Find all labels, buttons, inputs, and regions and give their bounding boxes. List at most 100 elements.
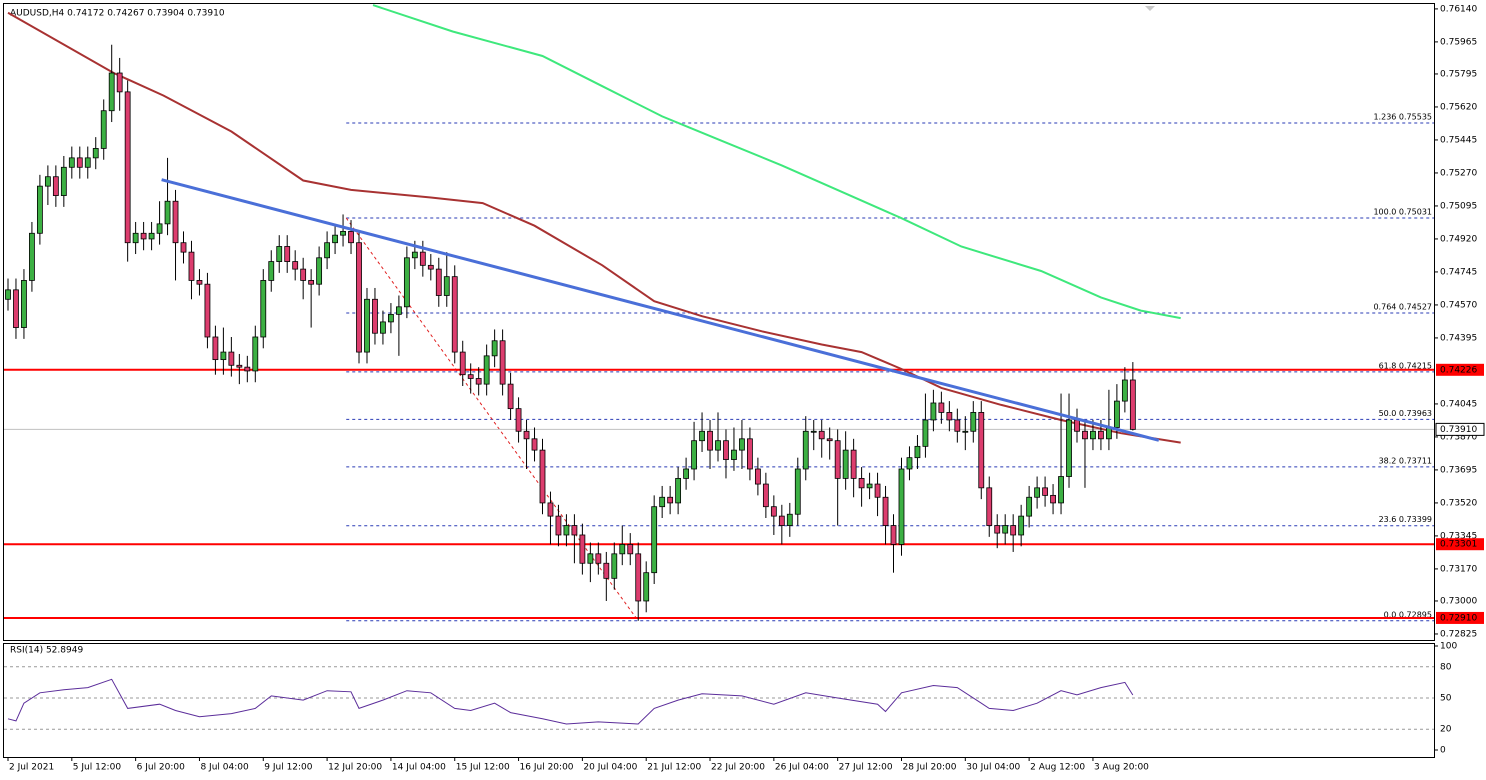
x-tick-label: 2 Jul 2021 [9, 763, 54, 773]
candle-body [579, 534, 586, 564]
candle-body [531, 438, 538, 451]
candle-body [180, 242, 187, 253]
candle-body [467, 374, 474, 379]
candle-body [675, 478, 682, 504]
rsi-tick-label: 100 [1440, 642, 1457, 652]
candle-body [1066, 419, 1072, 477]
y-tick-label: 0.75620 [1440, 102, 1477, 112]
candle-body [172, 200, 179, 244]
shift-marker [1145, 6, 1155, 11]
candle-body [372, 298, 378, 334]
rsi-tick-label: 0 [1440, 746, 1446, 756]
rsi-panel [3, 643, 1435, 758]
rsi-label: RSI(14) 52.8949 [10, 646, 83, 656]
candle-body [21, 280, 27, 328]
candle-body [148, 232, 155, 240]
x-tick-label: 12 Jul 20:00 [328, 763, 382, 773]
fibo-level-label: 61.8 0.74215 [1379, 361, 1432, 370]
candle-body [818, 430, 825, 440]
candle-body [539, 449, 546, 504]
candle-body [36, 185, 43, 234]
candle-body [356, 242, 362, 353]
candle-body [866, 483, 873, 489]
candle-body [324, 242, 330, 259]
chart-title: AUDUSD,H4 0.74172 0.74267 0.73904 0.7391… [10, 9, 225, 19]
y-tick-label: 0.74045 [1440, 399, 1477, 409]
candle-body [643, 572, 650, 602]
price-box-label: 0.72910 [1440, 613, 1477, 623]
x-tick-label: 30 Jul 04:00 [966, 763, 1020, 773]
candle-body [762, 483, 769, 508]
x-tick-label: 28 Jul 20:00 [902, 763, 956, 773]
y-tick-label: 0.73345 [1440, 531, 1477, 541]
candle-body [435, 268, 442, 296]
candle-body [571, 525, 578, 536]
candle-body [914, 445, 921, 459]
candle-body [124, 91, 131, 244]
candle-body [483, 355, 490, 385]
candle-body [627, 544, 634, 555]
candle-body [364, 298, 370, 353]
moving-average [372, 4, 1181, 320]
candle-body [276, 246, 283, 262]
x-tick-label: 27 Jul 12:00 [839, 763, 893, 773]
x-tick-label: 6 Jul 20:00 [137, 763, 186, 773]
candle-body [13, 289, 19, 328]
candle-body [1098, 430, 1104, 440]
candle-body [715, 440, 721, 451]
candle-body [419, 251, 426, 266]
candle-body [499, 340, 506, 385]
candle-body [140, 232, 147, 240]
candle-body [244, 366, 251, 372]
candle-body [611, 553, 618, 579]
candle-body [164, 200, 171, 225]
candle-body [300, 268, 307, 281]
candle-body [228, 351, 235, 366]
candle-body [84, 157, 91, 168]
candle-body [930, 402, 937, 421]
candle-body [563, 525, 570, 536]
fibo-level-label: 23.6 0.73399 [1379, 515, 1432, 524]
x-tick-label: 3 Aug 20:00 [1094, 763, 1149, 773]
x-tick-label: 14 Jul 04:00 [392, 763, 446, 773]
candle-body [332, 234, 338, 244]
price-box-label: 0.74226 [1440, 365, 1477, 375]
y-tick-label: 0.76140 [1440, 4, 1477, 14]
candle-body [196, 280, 203, 285]
y-tick-label: 0.73870 [1440, 432, 1477, 442]
y-tick-label: 0.73000 [1440, 596, 1477, 606]
candle-body [547, 502, 554, 517]
candle-body [236, 364, 243, 368]
candle-body [475, 378, 482, 385]
candle-body [962, 430, 969, 433]
candle-body [292, 261, 299, 270]
fibo-level-label: 50.0 0.73963 [1379, 409, 1432, 418]
candle-body [340, 230, 346, 236]
candle-body [380, 321, 386, 334]
candle-body [507, 383, 514, 410]
candle-body [284, 246, 291, 262]
y-tick-label: 0.75445 [1440, 135, 1477, 145]
candle-body [794, 468, 801, 515]
x-tick-label: 2 Aug 12:00 [1030, 763, 1085, 773]
candle-body [906, 457, 913, 470]
price-box [1436, 538, 1484, 551]
price-box-label: 0.73301 [1440, 540, 1477, 550]
candle-body [212, 336, 219, 361]
y-tick-label: 0.74745 [1440, 267, 1477, 277]
moving-average [7, 11, 1181, 444]
candle-body [699, 430, 705, 442]
candle-body [316, 257, 323, 285]
x-tick-label: 21 Jul 12:00 [647, 763, 701, 773]
candle-body [515, 408, 522, 432]
x-tick-label: 22 Jul 20:00 [711, 763, 765, 773]
candle-body [116, 72, 123, 93]
fibo-level-label: 1.236 0.75535 [1373, 112, 1432, 121]
candle-body [491, 340, 498, 357]
candle-body [260, 280, 267, 338]
candle-body [1034, 487, 1041, 498]
candle-body [403, 257, 410, 308]
candle-body [188, 251, 195, 281]
